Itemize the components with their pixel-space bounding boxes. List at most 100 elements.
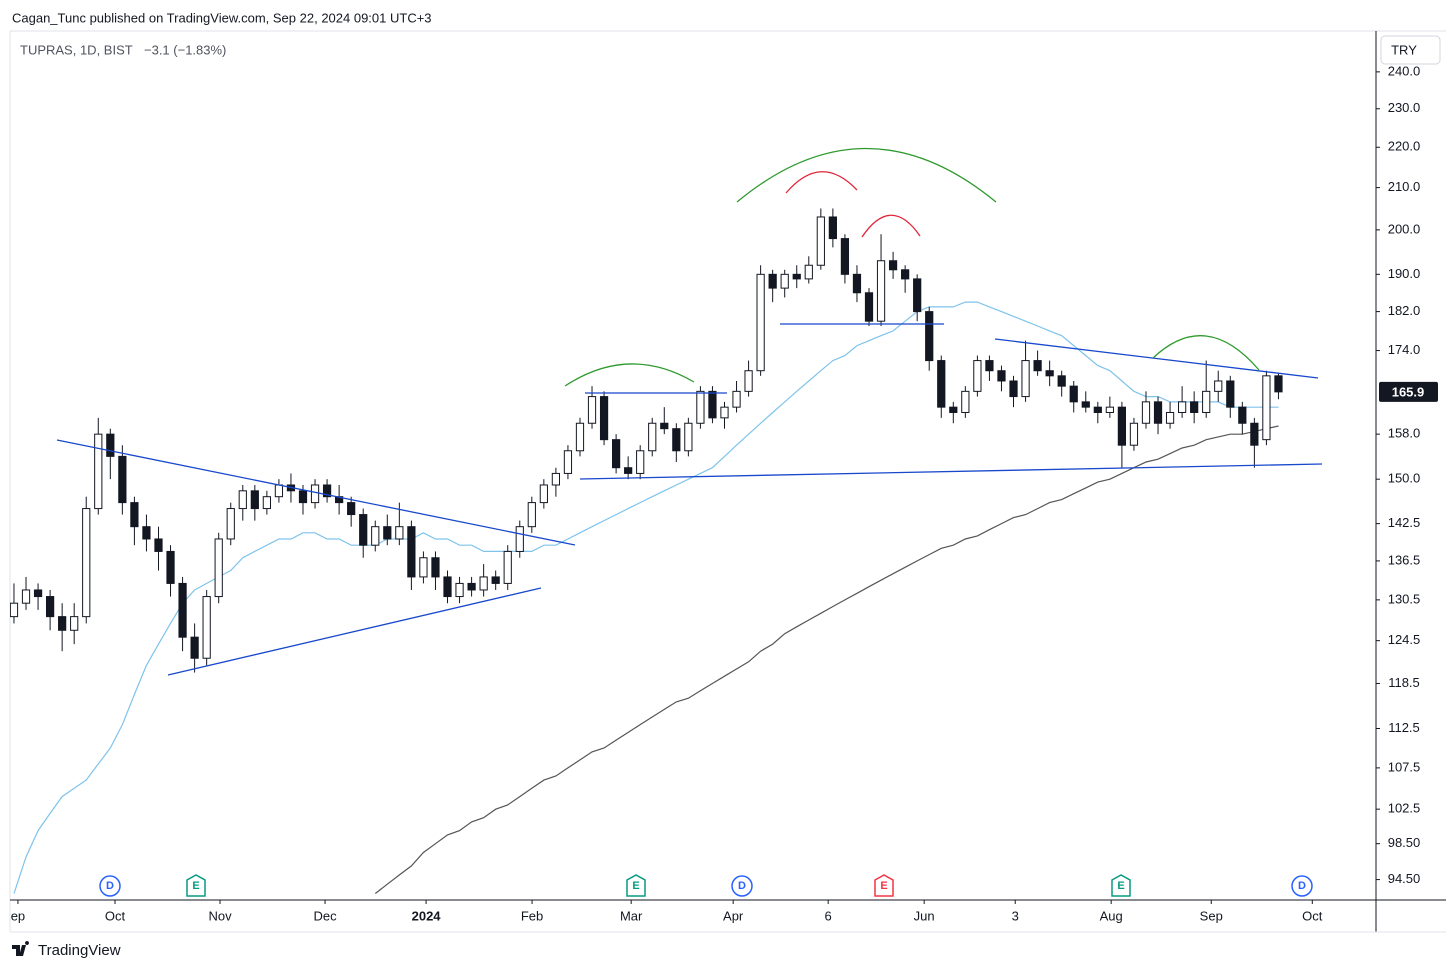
trend-line bbox=[579, 463, 1323, 480]
y-tick-label: 136.5 bbox=[1388, 552, 1421, 567]
candle-body bbox=[298, 490, 308, 504]
candle-body bbox=[118, 455, 127, 504]
candle-body bbox=[371, 526, 380, 546]
candle-body bbox=[1153, 401, 1163, 424]
candle-body bbox=[238, 490, 247, 510]
candle-body bbox=[359, 514, 368, 546]
candle-body bbox=[1045, 370, 1054, 377]
candle-body bbox=[443, 576, 452, 598]
candle-body bbox=[1129, 422, 1139, 446]
candle-body bbox=[467, 582, 476, 591]
candle-body bbox=[1021, 360, 1030, 398]
candle-body bbox=[961, 390, 970, 413]
y-tick-label: 112.5 bbox=[1388, 720, 1420, 735]
y-tick-label: 210.0 bbox=[1388, 179, 1421, 194]
candle-body bbox=[539, 484, 548, 504]
event-icon bbox=[626, 874, 646, 897]
moving-average bbox=[13, 301, 1279, 894]
currency-box[interactable] bbox=[1380, 35, 1441, 65]
x-tick-label: Oct bbox=[1302, 908, 1323, 923]
logo: TradingView bbox=[12, 941, 121, 959]
y-tick-label: 130.5 bbox=[1388, 591, 1421, 606]
candle-body bbox=[720, 406, 729, 419]
y-tick-label: 240.0 bbox=[1388, 63, 1421, 78]
y-tick-label: 118.5 bbox=[1388, 675, 1420, 690]
candle-body bbox=[708, 390, 717, 419]
candle-body bbox=[949, 406, 958, 413]
event-icon bbox=[874, 874, 894, 897]
x-tick-label: ep bbox=[11, 908, 25, 923]
event-icon bbox=[99, 875, 121, 897]
candle-body bbox=[672, 428, 681, 452]
x-tick-label: Jun bbox=[914, 908, 935, 923]
event-marker[interactable]: D bbox=[731, 875, 753, 897]
candle-body bbox=[611, 439, 621, 469]
candle-body bbox=[503, 550, 512, 584]
moving-average bbox=[374, 425, 1279, 894]
event-icon bbox=[731, 875, 753, 897]
candle-body bbox=[551, 472, 561, 486]
candle-body bbox=[106, 433, 115, 457]
event-marker[interactable]: E bbox=[186, 874, 206, 897]
candle-body bbox=[768, 273, 777, 289]
candle-body bbox=[648, 422, 657, 452]
candle-body bbox=[1069, 385, 1078, 403]
candle-body bbox=[33, 589, 43, 598]
x-tick-label: Aug bbox=[1100, 908, 1123, 923]
y-tick-label: 98.50 bbox=[1388, 835, 1421, 850]
trend-line bbox=[994, 338, 1319, 379]
candle-body bbox=[1105, 406, 1114, 413]
event-label: E bbox=[632, 880, 639, 892]
candle-body bbox=[515, 526, 524, 552]
candle-body bbox=[1117, 406, 1127, 446]
x-tick-label: Feb bbox=[521, 908, 543, 923]
x-tick-label: 6 bbox=[825, 908, 832, 923]
change: −3.1 (−1.83%) bbox=[144, 42, 226, 57]
x-tick-label: Dec bbox=[313, 908, 337, 923]
price-label-box bbox=[1379, 381, 1438, 402]
candle-body bbox=[455, 582, 464, 598]
candle-body bbox=[491, 576, 500, 584]
candle-body bbox=[1238, 406, 1247, 424]
candle-body bbox=[1057, 375, 1066, 387]
candle-body bbox=[190, 636, 199, 659]
x-tick-label: Apr bbox=[723, 908, 744, 923]
event-marker[interactable]: D bbox=[1291, 875, 1313, 897]
event-marker[interactable]: E bbox=[626, 874, 646, 897]
candle-body bbox=[1226, 380, 1235, 408]
price-label: 165.9 bbox=[1392, 384, 1425, 399]
x-tick-label: Sep bbox=[1200, 908, 1223, 923]
candle-body bbox=[226, 508, 235, 540]
footer: TradingView bbox=[38, 942, 121, 959]
candle-body bbox=[10, 602, 19, 618]
candle-body bbox=[828, 216, 837, 240]
arc bbox=[861, 214, 921, 238]
events: D E E D E E D bbox=[99, 874, 1313, 897]
candle-body bbox=[250, 490, 259, 510]
event-label: D bbox=[106, 880, 114, 892]
candle-body bbox=[431, 557, 440, 578]
header: Cagan_Tunc published on TradingView.com,… bbox=[12, 10, 432, 25]
candle-body bbox=[792, 273, 801, 280]
candle-body bbox=[1178, 401, 1187, 413]
trend-line bbox=[56, 439, 576, 546]
candle-body bbox=[587, 396, 597, 424]
y-tick-label: 230.0 bbox=[1388, 100, 1421, 115]
candle-body bbox=[864, 292, 874, 322]
event-marker[interactable]: D bbox=[99, 875, 121, 897]
candle-body bbox=[575, 422, 585, 452]
arc bbox=[785, 171, 858, 194]
candle-body bbox=[262, 496, 271, 510]
candle-body bbox=[82, 508, 91, 618]
event-marker[interactable]: E bbox=[874, 874, 894, 897]
event-label: E bbox=[1117, 880, 1124, 892]
candle-body bbox=[636, 450, 645, 474]
arc bbox=[1152, 335, 1260, 371]
candle-body bbox=[696, 390, 705, 424]
event-icon bbox=[186, 874, 206, 897]
y-tick-label: 158.0 bbox=[1388, 426, 1421, 441]
candle-body bbox=[888, 260, 898, 271]
candle-body bbox=[45, 596, 55, 618]
event-marker[interactable]: E bbox=[1111, 874, 1131, 897]
